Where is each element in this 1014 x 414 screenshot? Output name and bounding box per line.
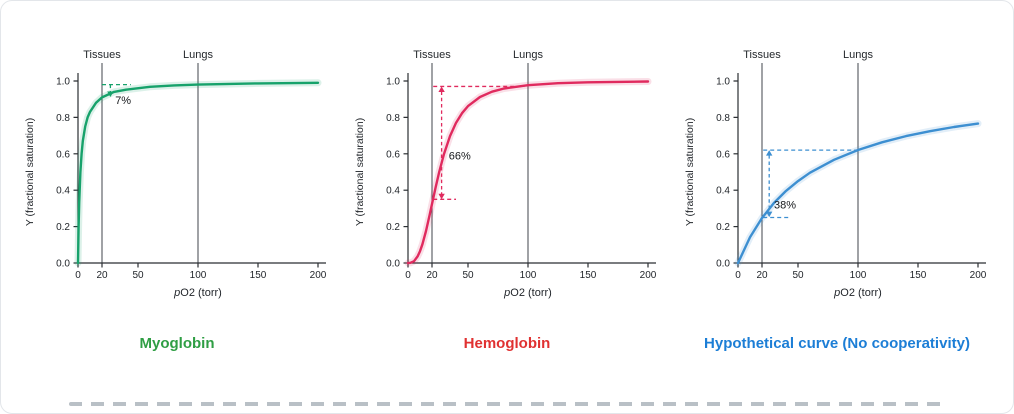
tick-labels: 0.0 0.2 0.4 0.6 0.8 1.0 0 20 50 100 150 200 [716,77,987,282]
svg-text:0: 0 [75,270,81,281]
chart-block-myoglobin: Tissues Lungs 0.0 0.2 0.4 0.6 0.8 1.0 0 20 50 100 15… [22,45,332,352]
svg-text:pO2 (torr): pO2 (torr) [503,287,552,299]
tick-labels: 0.0 0.2 0.4 0.6 0.8 1.0 0 20 50 100 150 200 [386,77,657,282]
svg-text:1.0: 1.0 [56,77,70,88]
svg-text:pO2 (torr): pO2 (torr) [173,287,222,299]
svg-text:100: 100 [520,270,537,281]
axis-labels: pO2 (torr) Y (fractional saturation) [684,118,882,299]
svg-text:Lungs: Lungs [183,49,213,61]
svg-text:0.6: 0.6 [56,149,70,160]
curve [74,79,322,267]
svg-text:Lungs: Lungs [843,49,873,61]
svg-text:Tissues: Tissues [83,49,121,61]
svg-text:100: 100 [850,270,867,281]
axes [73,73,326,268]
chart-block-hypothetical: Tissues Lungs 0.0 0.2 0.4 0.6 0.8 1.0 0 20 50 100 15… [682,45,992,352]
svg-text:Lungs: Lungs [513,49,543,61]
svg-text:20: 20 [96,270,108,281]
svg-text:1.0: 1.0 [716,77,730,88]
svg-text:0.2: 0.2 [386,222,400,233]
svg-text:38%: 38% [774,199,796,211]
svg-text:150: 150 [910,270,927,281]
dashed-bottom-edge [69,402,945,406]
axis-labels: pO2 (torr) Y (fractional saturation) [24,118,222,299]
annotation: 38% [763,149,858,219]
svg-text:100: 100 [190,270,207,281]
svg-text:150: 150 [580,270,597,281]
svg-text:50: 50 [132,270,144,281]
svg-text:0.0: 0.0 [386,259,400,270]
axes [403,73,656,268]
svg-text:0: 0 [735,270,741,281]
svg-text:Y (fractional saturation): Y (fractional saturation) [684,118,696,226]
svg-text:150: 150 [250,270,267,281]
myoglobin-chart: Tissues Lungs 0.0 0.2 0.4 0.6 0.8 1.0 0 20 50 100 15… [24,49,327,299]
hemoglobin-caption: Hemoglobin [463,335,551,352]
svg-text:0.2: 0.2 [716,222,730,233]
svg-text:0.4: 0.4 [386,186,400,197]
reference-lines: Tissues Lungs [413,49,543,263]
svg-text:Y (fractional saturation): Y (fractional saturation) [24,118,36,226]
svg-text:200: 200 [310,270,327,281]
svg-text:0.4: 0.4 [716,186,730,197]
axis-labels: pO2 (torr) Y (fractional saturation) [354,118,552,299]
annotation: 7% [102,83,131,107]
svg-text:0.0: 0.0 [716,259,730,270]
svg-text:0.8: 0.8 [716,113,730,124]
reference-lines: Tissues Lungs [743,49,873,263]
curve [734,120,982,267]
svg-text:0.0: 0.0 [56,259,70,270]
svg-text:7%: 7% [115,95,131,107]
svg-text:pO2 (torr): pO2 (torr) [833,287,882,299]
axes [733,73,986,268]
reference-lines: Tissues Lungs [83,49,213,263]
svg-text:1.0: 1.0 [386,77,400,88]
hypothetical-caption: Hypothetical curve (No cooperativity) [704,335,970,352]
tick-labels: 0.0 0.2 0.4 0.6 0.8 1.0 0 20 50 100 150 200 [56,77,327,282]
svg-text:20: 20 [756,270,768,281]
svg-text:0.8: 0.8 [386,113,400,124]
svg-text:200: 200 [640,270,657,281]
svg-text:0.4: 0.4 [56,186,70,197]
svg-text:50: 50 [792,270,804,281]
svg-text:0.6: 0.6 [386,149,400,160]
hypothetical-chart: Tissues Lungs 0.0 0.2 0.4 0.6 0.8 1.0 0 20 50 100 15… [684,49,987,299]
svg-text:20: 20 [426,270,438,281]
svg-text:50: 50 [462,270,474,281]
svg-text:Tissues: Tissues [413,49,451,61]
myoglobin-caption: Myoglobin [139,335,215,352]
chart-block-hemoglobin: Tissues Lungs 0.0 0.2 0.4 0.6 0.8 1.0 0 20 50 100 15… [352,45,662,352]
curve [404,78,652,267]
svg-text:66%: 66% [449,150,471,162]
svg-text:0: 0 [405,270,411,281]
svg-text:Y (fractional saturation): Y (fractional saturation) [354,118,366,226]
annotation: 66% [433,85,525,200]
charts-row: Tissues Lungs 0.0 0.2 0.4 0.6 0.8 1.0 0 20 50 100 15… [1,1,1013,352]
svg-text:0.6: 0.6 [716,149,730,160]
svg-text:Tissues: Tissues [743,49,781,61]
svg-text:0.8: 0.8 [56,113,70,124]
svg-text:0.2: 0.2 [56,222,70,233]
svg-text:200: 200 [970,270,987,281]
hemoglobin-chart: Tissues Lungs 0.0 0.2 0.4 0.6 0.8 1.0 0 20 50 100 15… [354,49,657,299]
